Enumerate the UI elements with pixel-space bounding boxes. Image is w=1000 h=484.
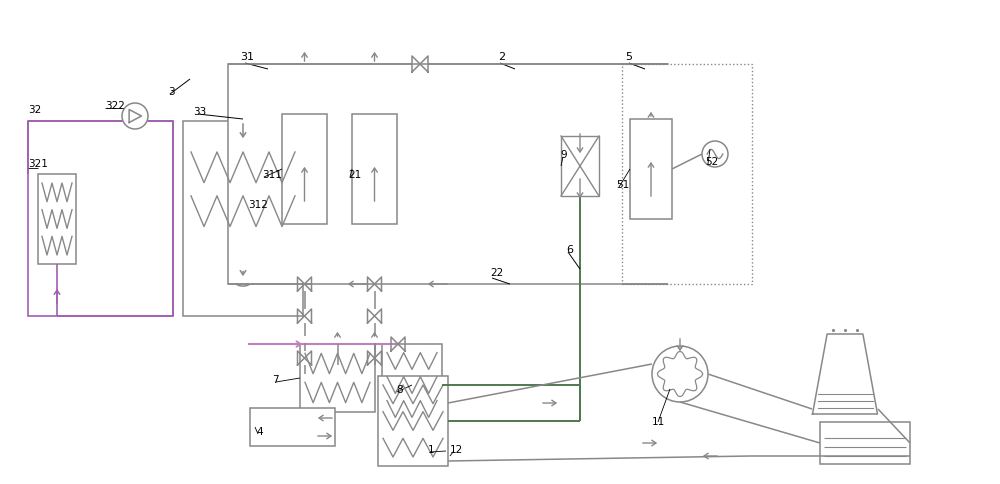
Bar	[820, 422, 910, 464]
Text: 6: 6	[566, 244, 573, 255]
Text: 8: 8	[396, 384, 403, 394]
Bar	[352, 115, 397, 225]
Bar	[282, 115, 327, 225]
Text: 21: 21	[348, 170, 361, 180]
Bar	[38, 175, 76, 264]
Bar	[300, 344, 375, 412]
Text: 5: 5	[625, 52, 632, 62]
Text: 3: 3	[168, 87, 175, 97]
Bar	[250, 408, 335, 446]
Bar	[630, 120, 672, 220]
Bar	[28, 122, 173, 317]
Text: 9: 9	[560, 150, 567, 160]
Circle shape	[122, 104, 148, 130]
Circle shape	[652, 346, 708, 402]
Text: 11: 11	[652, 416, 665, 426]
Text: 32: 32	[28, 105, 41, 115]
Bar	[561, 136, 599, 197]
Text: 7: 7	[272, 374, 279, 384]
Text: 2: 2	[498, 52, 505, 62]
Text: 52: 52	[705, 157, 718, 166]
Text: 33: 33	[193, 107, 206, 117]
Circle shape	[702, 142, 728, 167]
Text: 12: 12	[450, 444, 463, 454]
Bar	[228, 65, 668, 285]
Bar	[378, 376, 448, 466]
Bar	[382, 344, 442, 426]
Circle shape	[230, 260, 256, 287]
Bar	[183, 122, 303, 317]
Text: 321: 321	[28, 159, 48, 168]
Text: 1: 1	[428, 444, 435, 454]
Text: 4: 4	[256, 426, 263, 436]
Text: 51: 51	[616, 180, 629, 190]
Text: 22: 22	[490, 268, 503, 277]
Text: 311: 311	[262, 170, 282, 180]
Text: 31: 31	[240, 52, 254, 62]
Bar	[622, 65, 752, 285]
Text: 322: 322	[105, 101, 125, 111]
Text: 312: 312	[248, 199, 268, 210]
